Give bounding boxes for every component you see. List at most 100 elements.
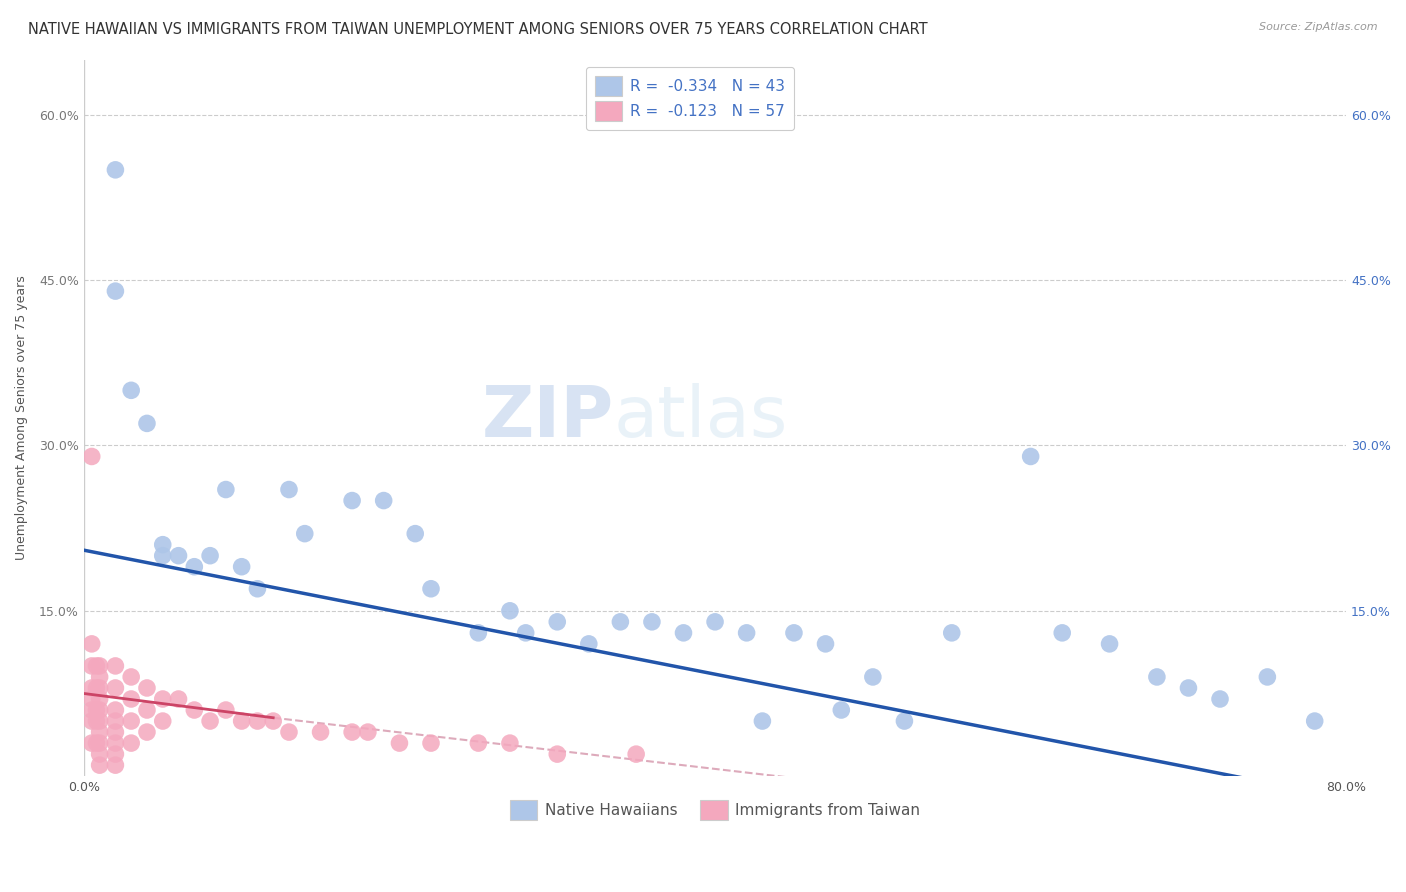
Point <box>309 725 332 739</box>
Point <box>340 493 363 508</box>
Point <box>1177 681 1199 695</box>
Point <box>546 747 568 761</box>
Point <box>278 725 301 739</box>
Point <box>136 725 159 739</box>
Point <box>89 659 111 673</box>
Point <box>136 703 159 717</box>
Point <box>814 637 837 651</box>
Point <box>420 736 443 750</box>
Point <box>467 736 489 750</box>
Point <box>751 714 773 728</box>
Point <box>357 725 380 739</box>
Point <box>152 692 174 706</box>
Point <box>515 625 537 640</box>
Point <box>420 582 443 596</box>
Text: ZIP: ZIP <box>482 384 614 452</box>
Point <box>89 747 111 761</box>
Point <box>86 736 108 750</box>
Point <box>120 714 142 728</box>
Point <box>499 736 522 750</box>
Point <box>246 582 269 596</box>
Point <box>136 681 159 695</box>
Point <box>830 703 852 717</box>
Point <box>86 703 108 717</box>
Point <box>104 659 127 673</box>
Point <box>609 615 631 629</box>
Point <box>215 483 238 497</box>
Point <box>89 692 111 706</box>
Point <box>86 681 108 695</box>
Point <box>1256 670 1278 684</box>
Point <box>152 538 174 552</box>
Point <box>104 758 127 772</box>
Point <box>1146 670 1168 684</box>
Point <box>152 714 174 728</box>
Point <box>404 526 426 541</box>
Text: Source: ZipAtlas.com: Source: ZipAtlas.com <box>1260 22 1378 32</box>
Point <box>120 736 142 750</box>
Point <box>80 736 103 750</box>
Point <box>80 692 103 706</box>
Point <box>86 659 108 673</box>
Legend: Native Hawaiians, Immigrants from Taiwan: Native Hawaiians, Immigrants from Taiwan <box>503 794 927 826</box>
Point <box>120 692 142 706</box>
Point <box>641 615 664 629</box>
Point <box>231 559 253 574</box>
Point <box>1209 692 1232 706</box>
Point <box>783 625 806 640</box>
Point <box>183 703 205 717</box>
Point <box>120 384 142 398</box>
Point <box>183 559 205 574</box>
Point <box>80 637 103 651</box>
Point <box>941 625 963 640</box>
Text: atlas: atlas <box>614 384 789 452</box>
Point <box>373 493 395 508</box>
Point <box>231 714 253 728</box>
Point <box>198 714 221 728</box>
Point <box>80 681 103 695</box>
Point <box>624 747 647 761</box>
Point <box>578 637 600 651</box>
Y-axis label: Unemployment Among Seniors over 75 years: Unemployment Among Seniors over 75 years <box>15 276 28 560</box>
Point <box>104 681 127 695</box>
Point <box>89 725 111 739</box>
Point <box>89 758 111 772</box>
Point <box>89 714 111 728</box>
Point <box>467 625 489 640</box>
Point <box>89 703 111 717</box>
Point <box>104 703 127 717</box>
Point <box>104 747 127 761</box>
Point <box>89 681 111 695</box>
Point <box>167 549 190 563</box>
Point <box>80 714 103 728</box>
Point <box>546 615 568 629</box>
Point <box>340 725 363 739</box>
Point <box>80 659 103 673</box>
Point <box>388 736 411 750</box>
Point <box>1098 637 1121 651</box>
Point <box>167 692 190 706</box>
Point <box>104 736 127 750</box>
Point <box>1019 450 1042 464</box>
Point <box>278 483 301 497</box>
Point <box>89 736 111 750</box>
Point <box>120 670 142 684</box>
Point <box>89 670 111 684</box>
Point <box>246 714 269 728</box>
Point <box>499 604 522 618</box>
Point <box>104 162 127 177</box>
Point <box>104 714 127 728</box>
Point <box>1303 714 1326 728</box>
Point <box>80 450 103 464</box>
Point <box>104 284 127 298</box>
Point <box>862 670 884 684</box>
Point <box>215 703 238 717</box>
Point <box>86 714 108 728</box>
Point <box>80 703 103 717</box>
Point <box>1050 625 1073 640</box>
Point <box>704 615 727 629</box>
Text: NATIVE HAWAIIAN VS IMMIGRANTS FROM TAIWAN UNEMPLOYMENT AMONG SENIORS OVER 75 YEA: NATIVE HAWAIIAN VS IMMIGRANTS FROM TAIWA… <box>28 22 928 37</box>
Point <box>672 625 695 640</box>
Point <box>262 714 284 728</box>
Point <box>136 417 159 431</box>
